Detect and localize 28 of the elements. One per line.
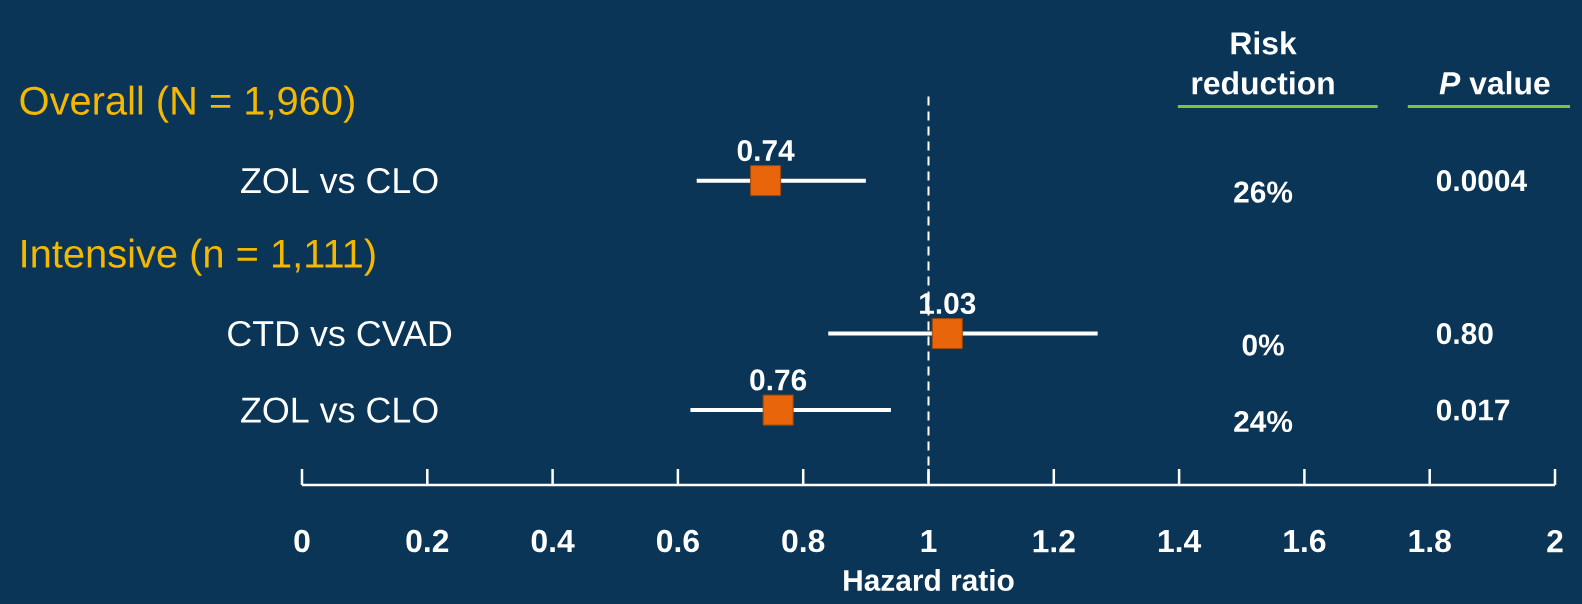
y-tick-label: ZOL vs CLO	[241, 397, 438, 423]
x-tick-label: 0.8	[782, 529, 825, 553]
y-tick-label: Intensive (n = 1,111)	[22, 238, 375, 276]
y-tick-label: CTD vs CVAD	[228, 320, 452, 347]
data-label: 1.03	[920, 292, 976, 315]
annotation: 0.0004	[1436, 170, 1527, 192]
x-tick-label: 1.8	[1409, 529, 1451, 553]
annotation: 0%	[1242, 334, 1284, 356]
x-axis-title: Hazard ratio	[844, 569, 1014, 591]
x-tick-label: 0.6	[657, 529, 699, 553]
annotation: 0.80	[1436, 323, 1493, 345]
text: Risk reduction	[1192, 31, 1334, 95]
data-label: 0.76	[750, 369, 807, 391]
data-label: 0.74	[737, 139, 795, 162]
x-tick-label: 2	[1547, 529, 1563, 553]
annotation: 24%	[1234, 410, 1293, 433]
annotation: 26%	[1234, 181, 1293, 203]
y-tick-label: Overall (N = 1,960)	[20, 85, 354, 123]
x-tick-label: 0	[294, 529, 310, 553]
x-tick-label: 1.6	[1284, 529, 1326, 553]
x-tick-label: 0.2	[406, 529, 449, 553]
text: P value	[1439, 71, 1550, 95]
x-tick-label: 1	[921, 530, 937, 552]
y-tick-label: ZOL vs CLO	[241, 167, 438, 194]
x-tick-label: 0.4	[531, 529, 575, 553]
x-tick-label: 1.2	[1033, 529, 1075, 553]
x-tick-label: 1.4	[1158, 530, 1202, 552]
annotation: 0.017	[1436, 399, 1510, 421]
